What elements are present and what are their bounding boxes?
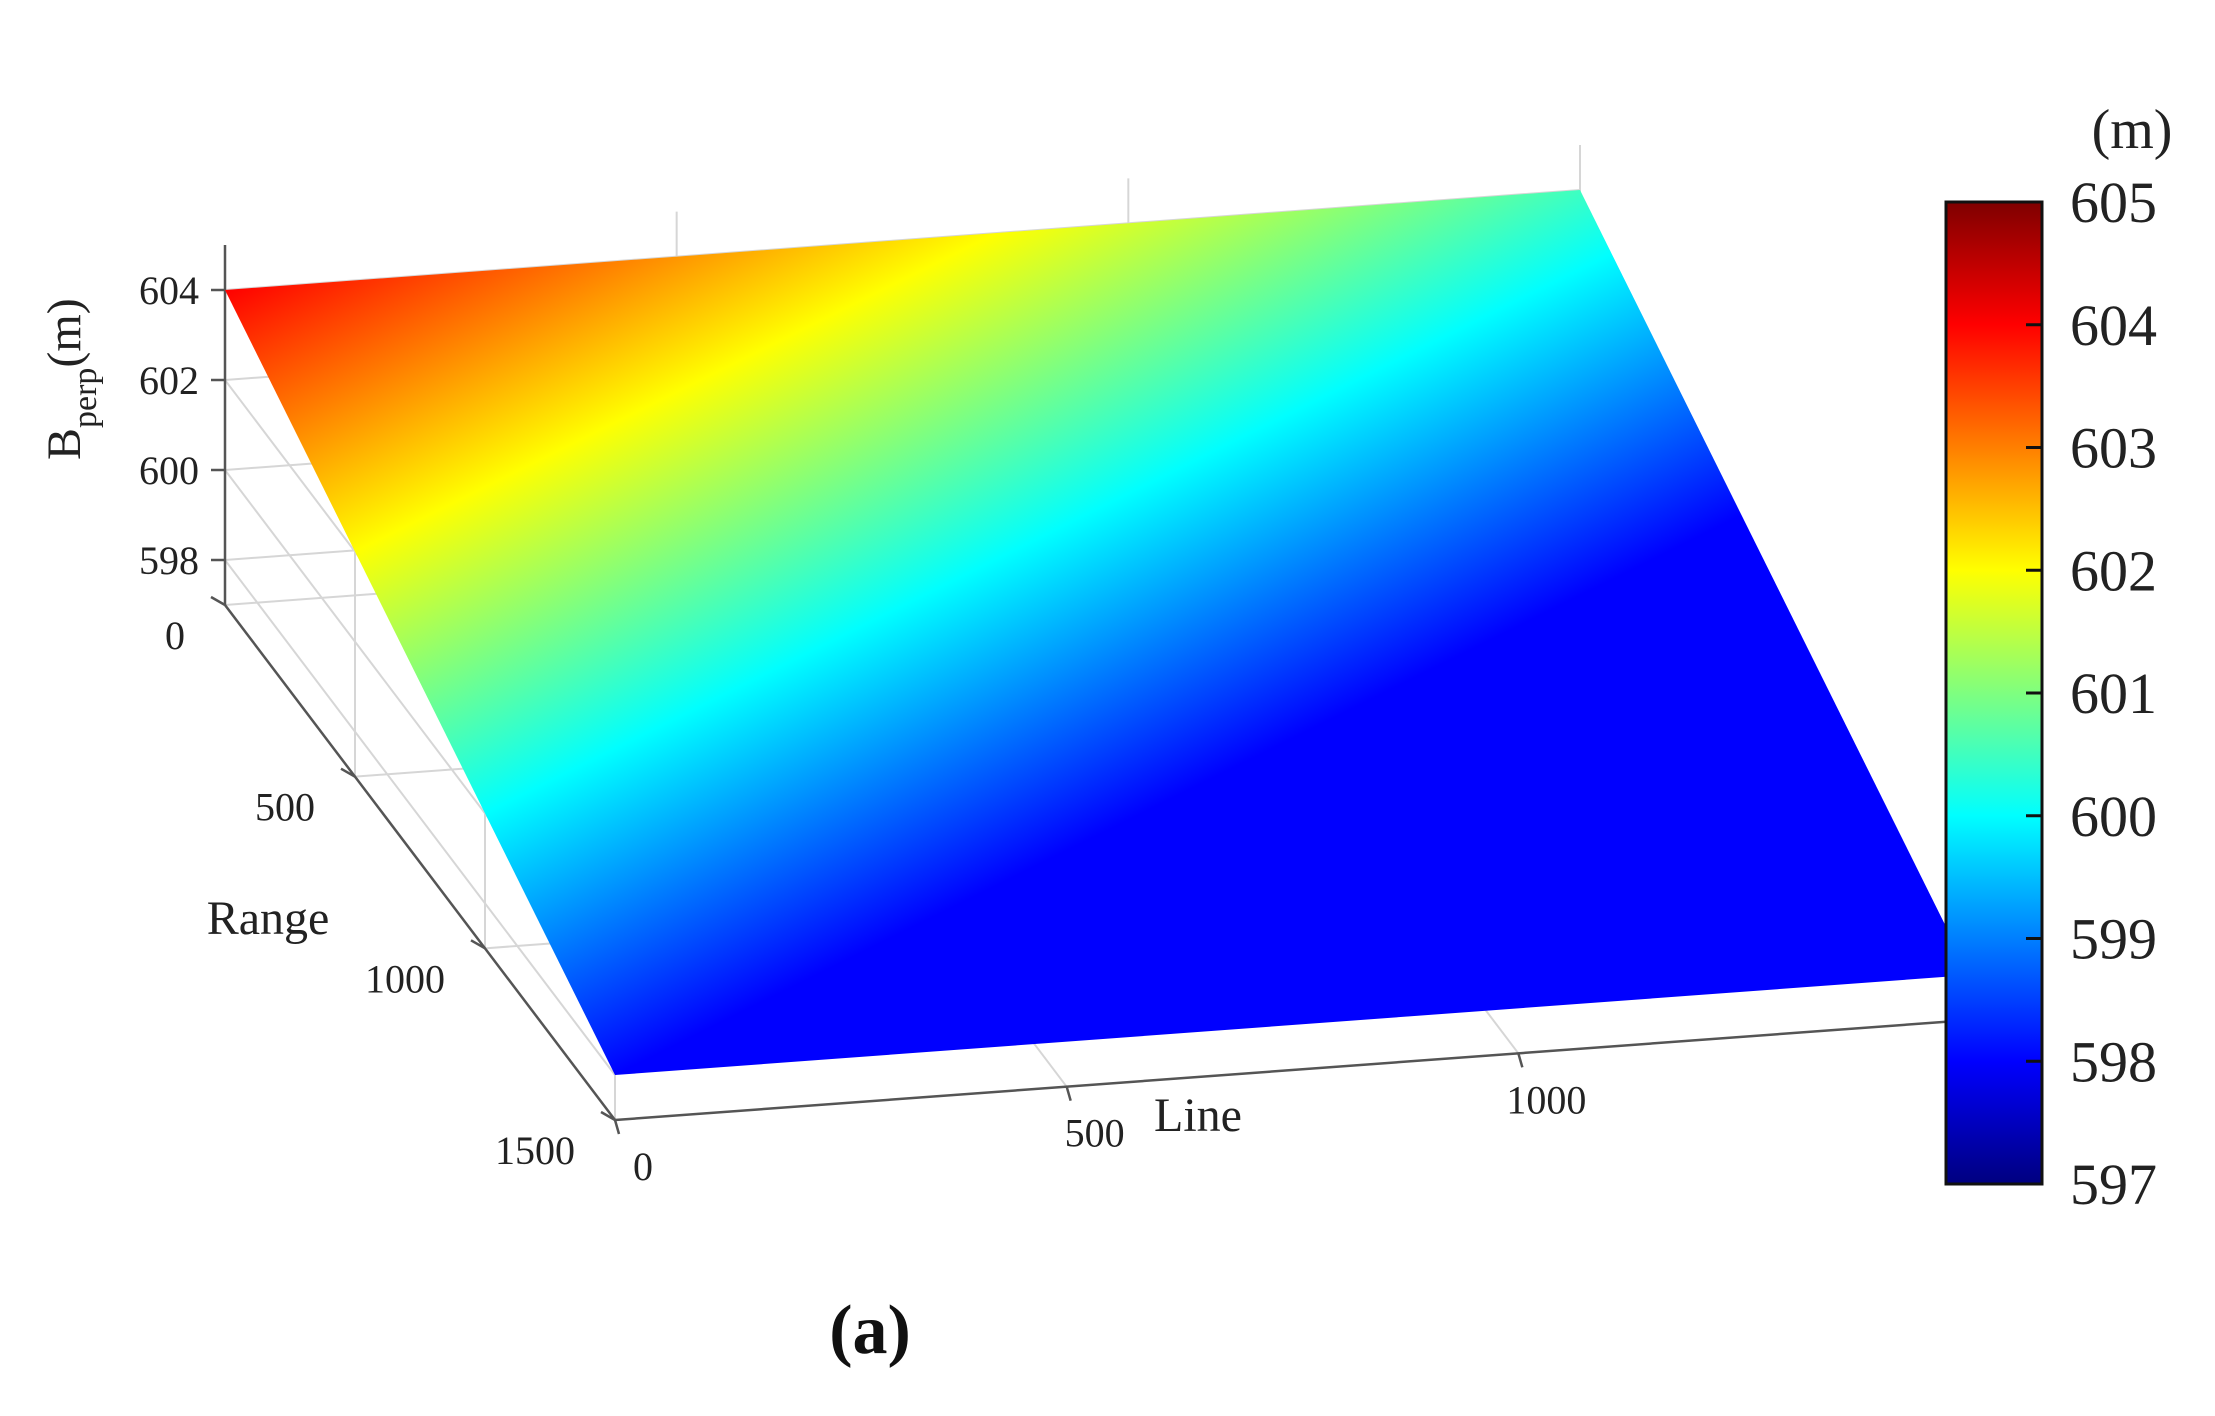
range-tick-label: 1500: [495, 1128, 575, 1173]
line-tick-label: 1000: [1506, 1077, 1586, 1122]
colorbar-tick-label: 598: [2070, 1029, 2157, 1094]
range-tick-mark: [340, 767, 356, 778]
colorbar-tick-label: 601: [2070, 661, 2157, 726]
svg-text:Bperp(m): Bperp(m): [38, 298, 104, 460]
line-tick-label: 500: [1065, 1111, 1125, 1156]
axis-ticks: 598 600 602 604 0 500 1000 1500 0 500 1000: [139, 268, 1586, 1189]
range-tick-mark: [600, 1110, 616, 1122]
y-axis-label: Range: [207, 892, 330, 945]
range-tick-mark: [470, 939, 486, 950]
colorbar-tick-label: 597: [2070, 1152, 2157, 1217]
colorbar-tick-label: 604: [2070, 293, 2157, 358]
panel-label: (a): [829, 1292, 911, 1369]
line-tick-mark: [613, 1119, 621, 1135]
z-tick-label: 602: [139, 358, 199, 403]
line-tick-mark: [1065, 1086, 1072, 1102]
colorbar-tick-label: 605: [2070, 170, 2157, 235]
colorbar-tick-label: 599: [2070, 907, 2157, 972]
surface-plane: [225, 190, 1970, 1075]
z-tick-label: 604: [139, 268, 199, 313]
line-tick-mark: [1517, 1052, 1524, 1068]
colorbar-tick-label: 602: [2070, 538, 2157, 603]
line-tick-label: 0: [633, 1144, 653, 1189]
range-tick-label: 1000: [365, 956, 445, 1001]
grid-line: [224, 559, 616, 1076]
z-tick-label: 598: [139, 538, 199, 583]
range-tick-label: 0: [165, 613, 185, 658]
x-axis-label: Line: [1154, 1089, 1242, 1142]
range-tick-label: 500: [255, 785, 315, 830]
axes: [223, 245, 1971, 1122]
range-tick-mark: [210, 595, 226, 607]
z-tick-label: 600: [139, 448, 199, 493]
z-axis-label: Bperp(m): [38, 298, 104, 460]
z-axis-label-unit: (m): [38, 298, 91, 367]
colorbar-unit: (m): [2092, 99, 2173, 161]
colorbar-ticks: 605 604 603 602 601 600 599 598 597: [2026, 170, 2157, 1217]
line-axis-line: [614, 1018, 1971, 1122]
colorbar-tick-label: 603: [2070, 416, 2157, 481]
colorbar-tick-label: 600: [2070, 784, 2157, 849]
z-axis-label-sub: perp: [67, 368, 104, 428]
z-axis-label-main: B: [38, 428, 91, 460]
range-axis-line: [224, 604, 616, 1121]
